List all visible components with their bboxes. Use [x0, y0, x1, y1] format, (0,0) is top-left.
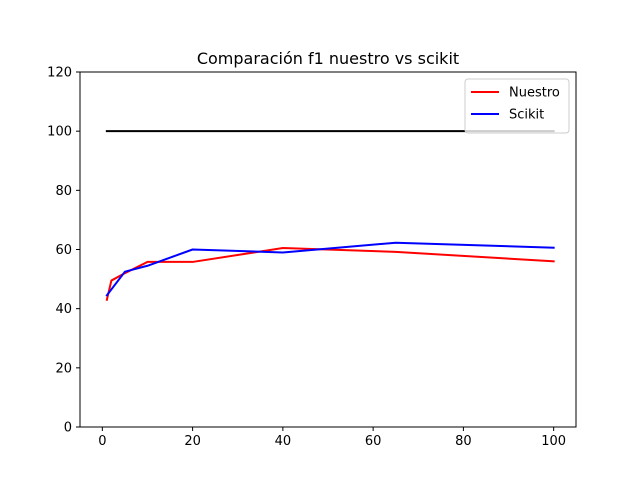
y-tick-label: 20 — [55, 361, 72, 376]
series-line-nuestro — [105, 247, 555, 301]
x-tick-label: 80 — [455, 434, 472, 449]
y-tick-label: 120 — [47, 66, 72, 81]
x-tick-label: 60 — [365, 434, 382, 449]
y-tick-label: 100 — [47, 125, 72, 140]
series-line-scikit — [105, 241, 555, 297]
plot-area: 0 20 40 60 80 100 0 20 40 60 80 100 120 — [47, 66, 577, 449]
legend-label-scikit: Scikit — [509, 108, 544, 123]
x-tick-label: 100 — [541, 434, 566, 449]
y-tick-label: 80 — [55, 184, 72, 199]
y-tick-label: 0 — [64, 421, 72, 436]
y-tick-label: 60 — [55, 243, 72, 258]
legend: Nuestro Scikit — [464, 78, 570, 134]
legend-label-nuestro: Nuestro — [509, 86, 560, 101]
x-tick-label: 0 — [98, 434, 106, 449]
chart-title: Comparación f1 nuestro vs scikit — [197, 49, 459, 68]
y-tick-label: 40 — [55, 302, 72, 317]
x-tick-label: 20 — [184, 434, 201, 449]
x-tick-label: 40 — [275, 434, 292, 449]
